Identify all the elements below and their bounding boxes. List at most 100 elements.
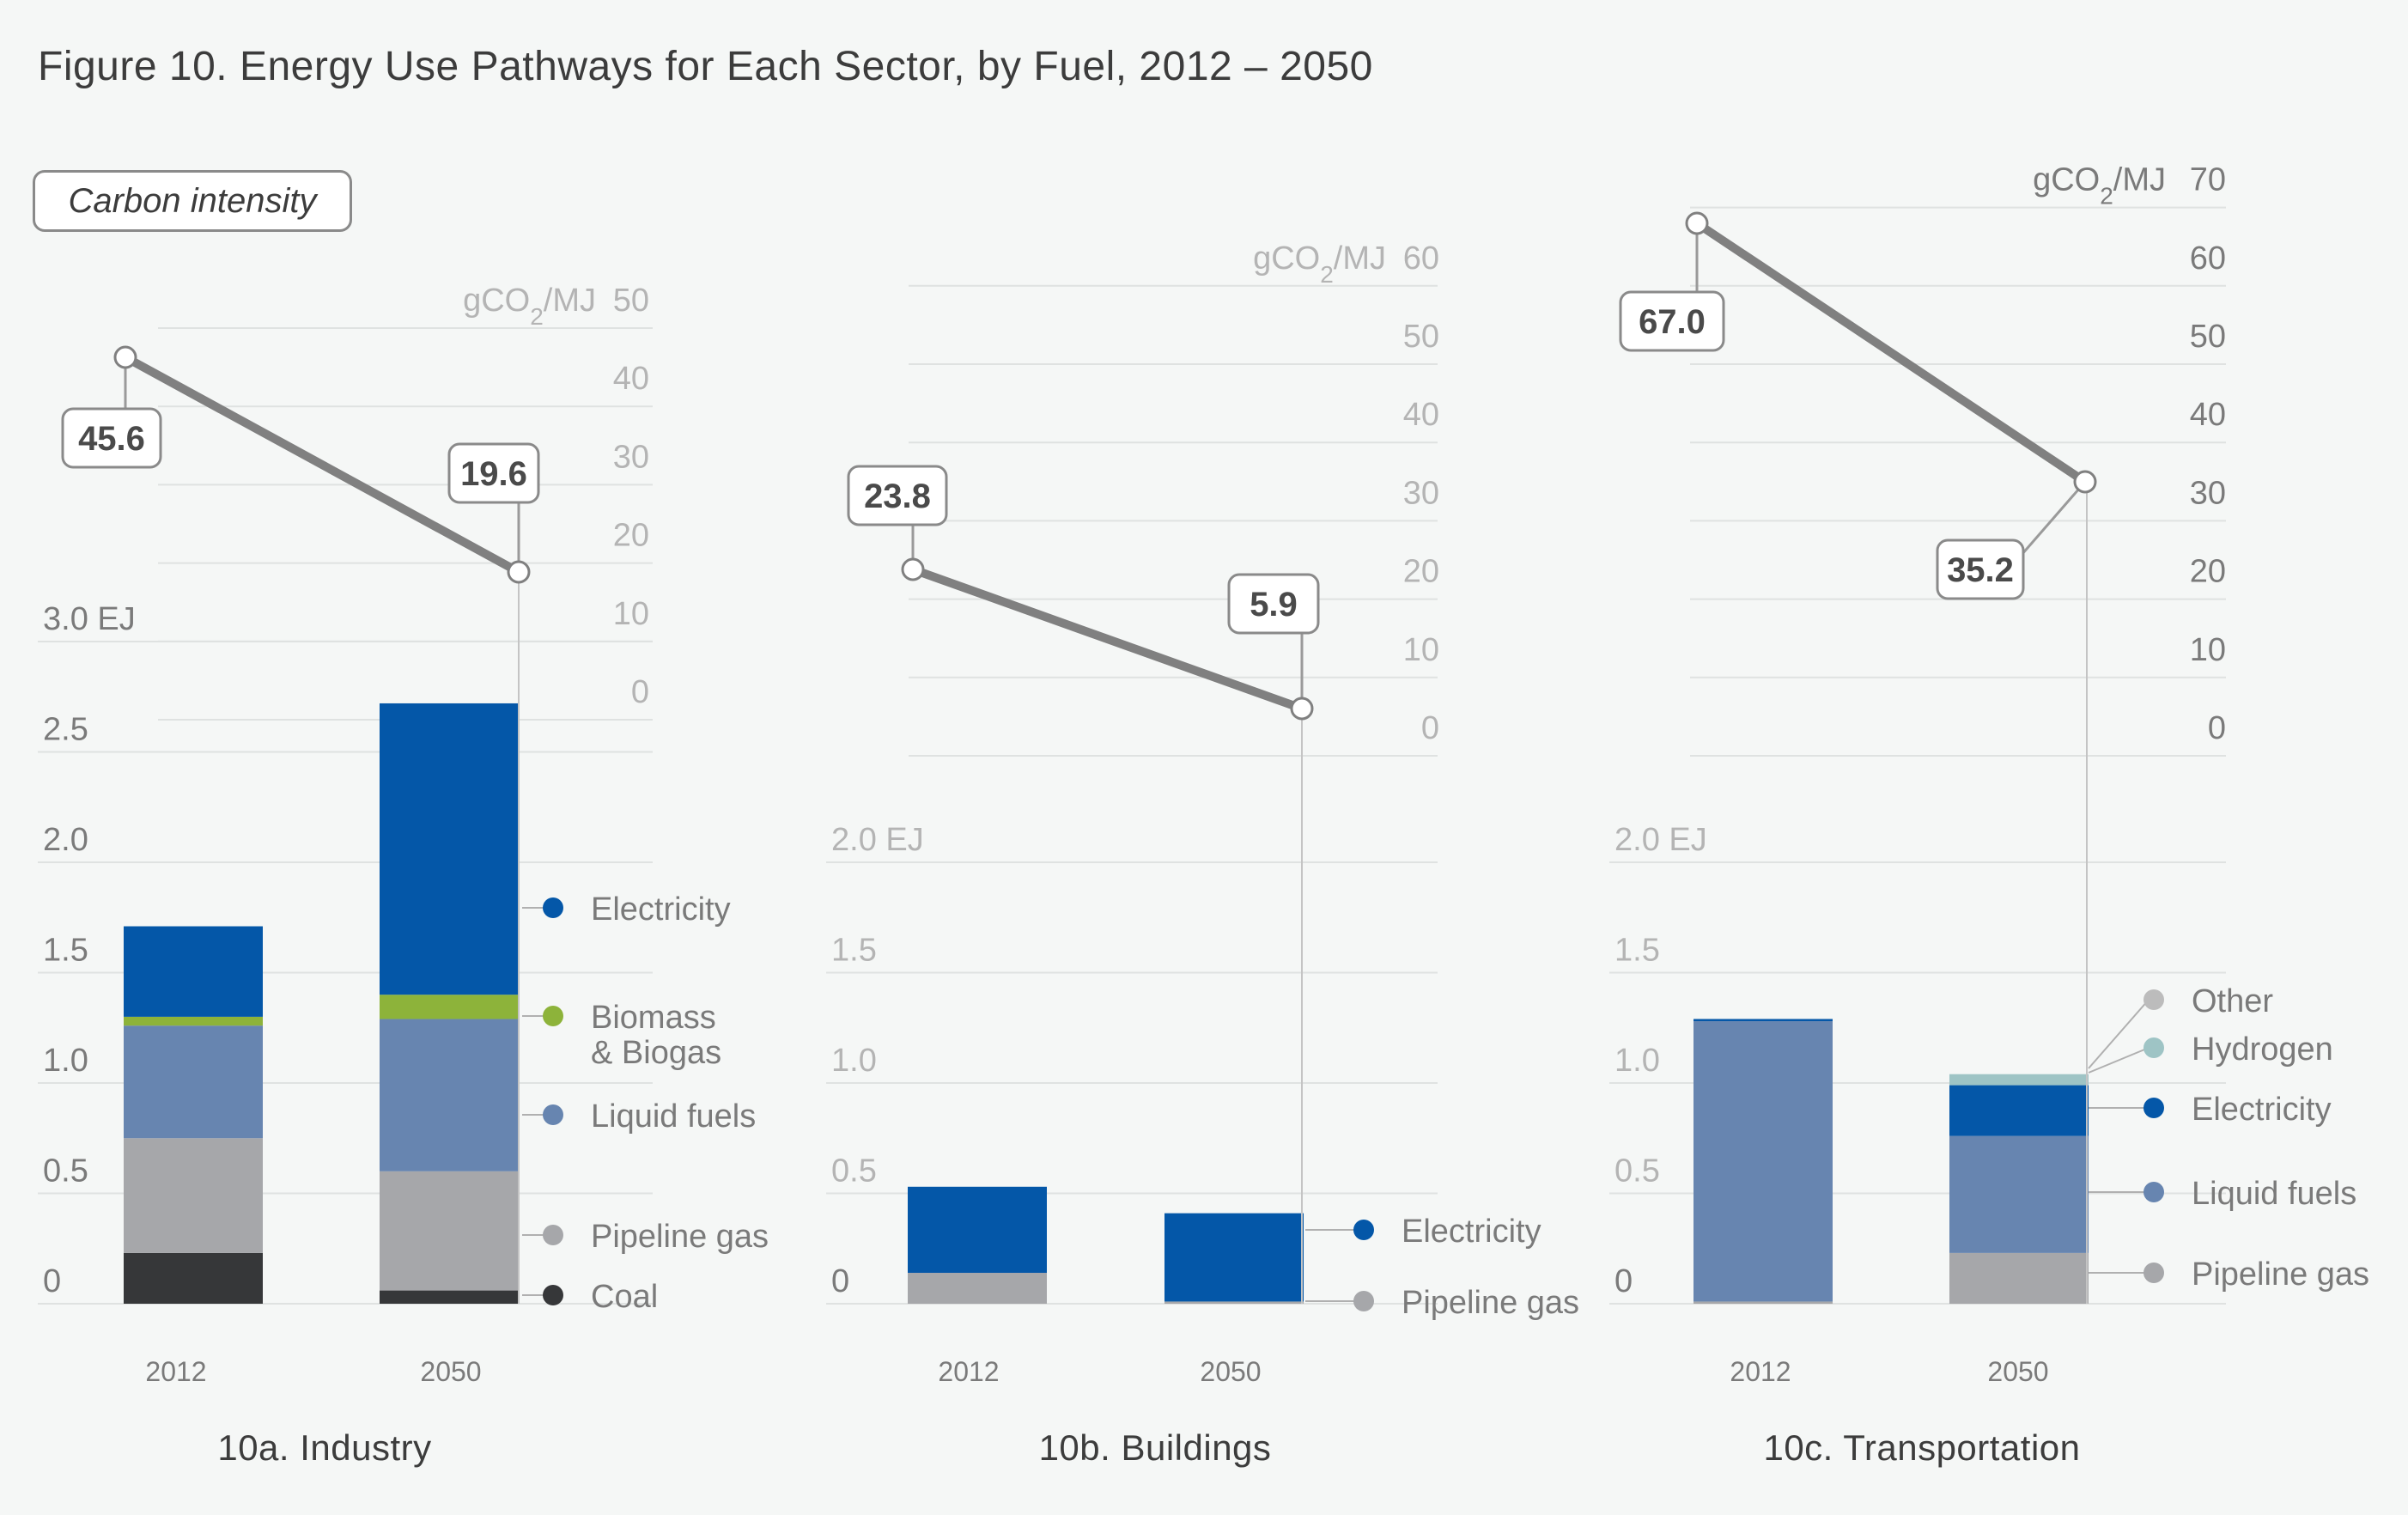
- legend-swatch-biomass-and-biogas: [543, 1006, 563, 1026]
- ci-tick-label: 50: [1403, 319, 1439, 355]
- legend-leader: [2088, 999, 2150, 1069]
- ci-tick-label: 30: [613, 439, 649, 475]
- x-category-label: 2050: [1200, 1356, 1261, 1387]
- legend-label: Liquid fuels: [2192, 1176, 2356, 1212]
- ci-tick-label: 70: [2190, 162, 2226, 198]
- ci-point: [507, 560, 531, 584]
- ci-value-label: 5.9: [1250, 586, 1298, 624]
- x-category-label: 2050: [420, 1356, 481, 1387]
- energy-tick-label: 1.5: [1614, 933, 1660, 969]
- legend-swatch-other: [2143, 989, 2164, 1010]
- ci-value-box: [1936, 538, 2025, 600]
- bar-2012-pipeline-gas: [1694, 1301, 1833, 1304]
- energy-tick-label: 0: [43, 1263, 61, 1299]
- energy-tick-label: 0.5: [43, 1153, 88, 1189]
- panel-subtitle: 10b. Buildings: [1039, 1427, 1272, 1468]
- legend-swatch-pipeline-gas: [2143, 1262, 2164, 1283]
- figure-title: Figure 10. Energy Use Pathways for Each …: [38, 44, 1373, 89]
- x-category-label: 2012: [1730, 1356, 1791, 1387]
- legend-label: Other: [2192, 983, 2273, 1019]
- bar-2050-biomass-and-biogas: [380, 995, 519, 1019]
- bar-2050-coal: [380, 1290, 519, 1304]
- energy-tick-label: 1.5: [43, 933, 88, 969]
- bar-2012-electricity: [1694, 1019, 1833, 1022]
- ci-point: [2073, 470, 2097, 494]
- carbon-intensity-label: Carbon intensity: [33, 170, 352, 232]
- ci-value-box: [847, 465, 948, 526]
- ci-tick-label: 20: [2190, 554, 2226, 590]
- legend-label: Liquid fuels: [591, 1098, 756, 1135]
- legend-swatch-liquid-fuels: [2143, 1182, 2164, 1202]
- bar-2012-pipeline-gas: [908, 1273, 1047, 1304]
- legend-swatch-electricity: [1353, 1220, 1374, 1240]
- energy-tick-label: 0.5: [831, 1153, 877, 1189]
- ci-tick-label: 30: [2190, 475, 2226, 511]
- bar-2050-pipeline-gas: [380, 1171, 519, 1291]
- bar-2050-electricity: [1949, 1085, 2089, 1136]
- ci-tick-label: 10: [2190, 632, 2226, 668]
- x-category-label: 2012: [145, 1356, 206, 1387]
- bar-2012-liquid-fuels: [1694, 1021, 1833, 1302]
- panel-10a-industry: 0 0.5 1.0 1.5 2.0 2.5 3.0 EJ 0 10 20 30 40 50 gCO2/MJ…: [38, 283, 769, 1468]
- panel-10b-buildings: 0 0.5 1.0 1.5 2.0 EJ 0 10 20 30 40 50 60 gCO2/MJ 2012…: [826, 240, 1579, 1468]
- bar-2012-biomass-and-biogas: [124, 1016, 263, 1026]
- bar-2012-coal: [124, 1252, 263, 1304]
- legend-label: Electricity: [1402, 1214, 1541, 1250]
- energy-tick-label: 3.0 EJ: [43, 601, 136, 637]
- x-category-label: 2050: [1987, 1356, 2048, 1387]
- ci-point: [1685, 211, 1709, 235]
- energy-tick-label: 0.5: [1614, 1153, 1660, 1189]
- ci-point: [113, 345, 137, 369]
- energy-tick-label: 2.0: [43, 822, 88, 858]
- bar-2050-liquid-fuels: [1949, 1135, 2089, 1253]
- energy-tick-label: 2.5: [43, 712, 88, 748]
- energy-tick-label: 1.0: [831, 1043, 877, 1079]
- ci-tick-label: 20: [1403, 554, 1439, 590]
- bar-2050-pipeline-gas: [1164, 1301, 1304, 1304]
- ci-value-label: 45.6: [78, 420, 145, 458]
- ci-trend-line: [121, 353, 523, 576]
- ci-tick-label: 50: [613, 283, 649, 319]
- legend-leader: [2088, 1047, 2150, 1074]
- bar-2050-electricity: [1164, 1213, 1304, 1302]
- ci-tick-label: 0: [1421, 710, 1439, 746]
- legend-label: Electricity: [591, 891, 731, 928]
- ci-value-label: 67.0: [1639, 303, 1706, 341]
- ci-unit-label: gCO2/MJ: [463, 283, 596, 330]
- ci-tick-label: 60: [1403, 240, 1439, 277]
- ci-tick-label: 40: [2190, 397, 2226, 433]
- legend-label: Biomass: [591, 1000, 716, 1036]
- bar-2050-pipeline-gas: [1949, 1252, 2089, 1304]
- ci-tick-label: 0: [2208, 710, 2226, 746]
- ci-trend-line: [1693, 219, 2089, 486]
- ci-value-box: [1619, 290, 1725, 352]
- ci-tick-label: 0: [631, 674, 649, 710]
- ci-tick-label: 30: [1403, 475, 1439, 511]
- ci-value-label: 35.2: [1947, 551, 2014, 589]
- bar-2012-electricity: [908, 1186, 1047, 1274]
- legend-label: Pipeline gas: [1402, 1285, 1579, 1321]
- energy-tick-label: 0: [1614, 1263, 1633, 1299]
- legend-label: Pipeline gas: [591, 1219, 769, 1255]
- ci-tick-label: 20: [613, 518, 649, 554]
- legend-swatch-pipeline-gas: [543, 1225, 563, 1245]
- legend-label: Electricity: [2192, 1092, 2332, 1128]
- bar-2012-pipeline-gas: [124, 1138, 263, 1253]
- ci-value-box: [447, 442, 540, 504]
- ci-value-leader: [2020, 481, 2087, 556]
- panel-10c-transportation: 0 0.5 1.0 1.5 2.0 EJ 0 10 20 30 40 50 60 70 gCO2/MJ 20…: [1609, 162, 2369, 1468]
- panel-subtitle: 10c. Transportation: [1763, 1427, 2080, 1468]
- ci-tick-label: 50: [2190, 319, 2226, 355]
- energy-tick-label: 1.5: [831, 933, 877, 969]
- energy-tick-label: 1.0: [43, 1043, 88, 1079]
- energy-tick-label: 2.0 EJ: [831, 822, 924, 858]
- legend-swatch-electricity: [2143, 1098, 2164, 1118]
- ci-tick-label: 40: [613, 361, 649, 397]
- ci-value-box: [61, 407, 162, 469]
- ci-value-label: 23.8: [864, 478, 931, 515]
- energy-tick-label: 2.0 EJ: [1614, 822, 1707, 858]
- ci-trend-line: [909, 565, 1306, 713]
- legend-swatch-hydrogen: [2143, 1037, 2164, 1058]
- ci-point: [1290, 697, 1314, 721]
